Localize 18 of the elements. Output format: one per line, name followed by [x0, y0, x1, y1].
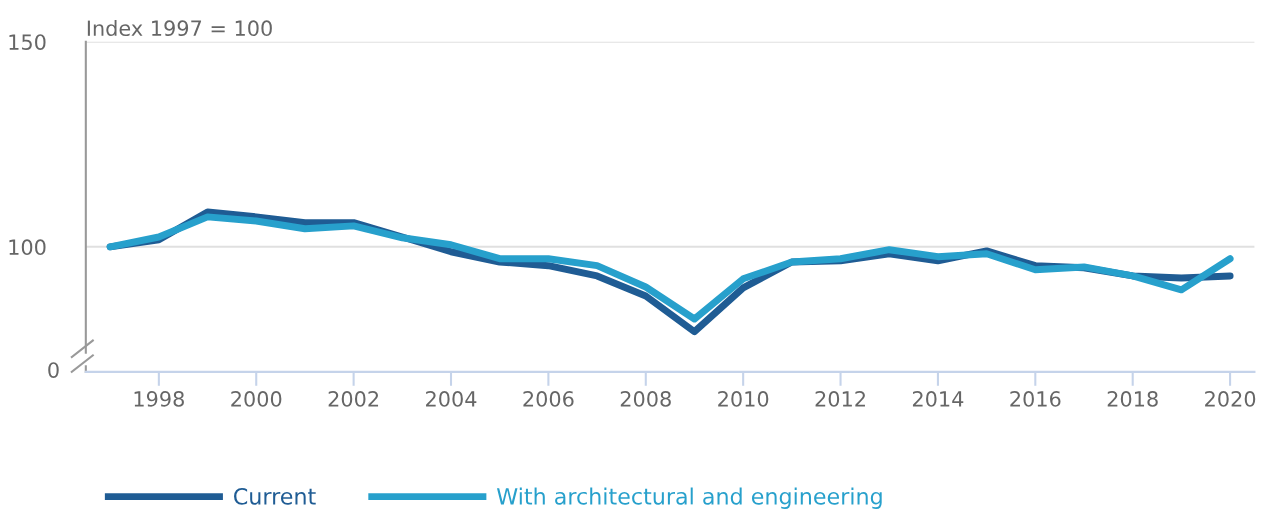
x-tick-label: 2004 [426, 391, 477, 407]
x-tick-label: 2018 [1107, 391, 1158, 407]
text: Current [234, 487, 316, 505]
x-tick-label: 2000 [231, 391, 282, 407]
text: 0 [48, 362, 59, 378]
x-tick-label: 2014 [912, 391, 964, 407]
text: With architectural and engineering [496, 487, 882, 509]
y-tick-label: 150 [9, 34, 46, 50]
x-tick-label: 2020 [1205, 391, 1256, 407]
x-tick-label: 1998 [134, 391, 184, 407]
x-tick-label: 2008 [620, 391, 671, 407]
y-axis-title: Index 1997 = 100 [87, 19, 272, 37]
x-tick-label: 2010 [718, 391, 769, 407]
x-tick-label: 2002 [328, 391, 379, 407]
x-tick-label: 2012 [815, 391, 865, 407]
y-tick-label: 100 [9, 239, 46, 256]
x-tick-label: 2006 [523, 391, 574, 407]
x-tick-label: 2016 [1010, 391, 1061, 407]
